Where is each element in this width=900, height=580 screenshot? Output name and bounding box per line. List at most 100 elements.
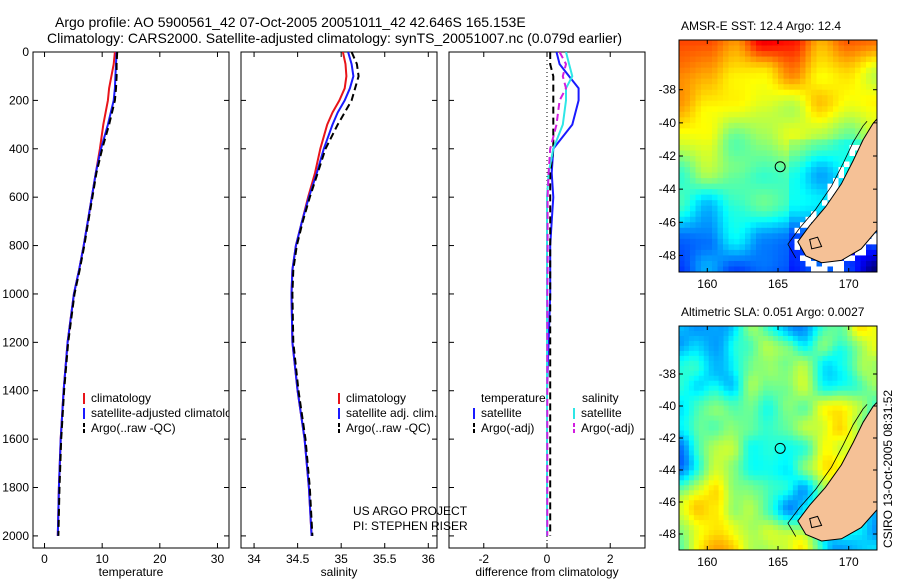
heatmap-cell: [778, 360, 784, 367]
heatmap-cell: [723, 56, 729, 63]
heatmap-cell: [712, 78, 718, 85]
heatmap-cell: [782, 335, 789, 342]
heatmap-cell: [761, 233, 768, 240]
heatmap-cell: [827, 161, 834, 168]
heatmap-cell: [768, 400, 774, 407]
heatmap-cell: [778, 117, 784, 124]
heatmap-cell: [679, 106, 685, 113]
heatmap-cell: [767, 45, 773, 52]
heatmap-cell: [723, 255, 729, 262]
heatmap-cell: [753, 495, 759, 501]
heatmap-cell: [837, 425, 843, 431]
heatmap-cell: [822, 430, 828, 436]
heatmap-cell: [713, 350, 719, 357]
heatmap-cell: [701, 205, 707, 212]
heatmap-cell: [822, 345, 828, 352]
heatmap-cell: [763, 335, 769, 342]
heatmap-cell: [773, 530, 779, 536]
heatmap-cell: [855, 51, 861, 57]
heatmap-cell: [706, 194, 713, 201]
heatmap-cell: [723, 530, 729, 536]
heatmap-cell: [708, 445, 715, 451]
heatmap-cell: [763, 485, 769, 491]
heatmap-cell: [745, 40, 751, 46]
heatmap-cell: [789, 128, 795, 135]
heatmap-cell: [690, 211, 696, 218]
heatmap-cell: [822, 194, 828, 201]
heatmap-cell: [778, 380, 784, 387]
heatmap-cell: [812, 395, 818, 402]
heatmap-cell: [807, 385, 814, 392]
heatmap-cell: [723, 350, 729, 357]
heatmap-cell: [811, 56, 817, 63]
heatmap-cell: [817, 425, 823, 431]
heatmap-cell: [794, 189, 801, 196]
heatmap-cell: [748, 480, 754, 486]
heatmap-cell: [857, 355, 863, 362]
heatmap-cell: [701, 78, 707, 85]
heatmap-cell: [683, 495, 690, 501]
heatmap-cell: [718, 545, 724, 550]
heatmap-cell: [693, 510, 700, 516]
heatmap-cell: [792, 420, 799, 426]
heatmap-cell: [822, 435, 828, 441]
heatmap-cell: [756, 260, 762, 267]
heatmap-cell: [852, 340, 858, 347]
heatmap-cell: [679, 355, 685, 362]
heatmap-cell: [745, 89, 751, 96]
heatmap-cell: [717, 216, 724, 223]
heatmap-cell: [690, 106, 696, 113]
heatmap-cell: [718, 326, 724, 332]
heatmap-cell: [849, 144, 856, 151]
heatmap-cell: [855, 122, 861, 129]
heatmap-cell: [734, 111, 740, 118]
heatmap-cell: [842, 385, 848, 392]
heatmap-cell: [862, 530, 868, 536]
heatmap-cell: [789, 205, 795, 212]
heatmap-cell: [703, 525, 710, 531]
heatmap-cell: [833, 144, 839, 151]
heatmap-cell: [743, 540, 749, 546]
heatmap-cell: [837, 410, 843, 416]
heatmap-cell: [734, 128, 740, 135]
heatmap-cell: [743, 490, 749, 496]
heatmap-cell: [712, 266, 718, 272]
heatmap-cell: [739, 139, 746, 146]
heatmap-cell: [847, 435, 853, 441]
heatmap-cell: [787, 485, 794, 491]
heatmap-cell: [866, 51, 872, 57]
heatmap-cell: [717, 139, 724, 146]
heatmap-cell: [723, 122, 729, 129]
heatmap-cell: [822, 455, 828, 461]
heatmap-cell: [763, 490, 769, 496]
heatmap-cell: [750, 45, 757, 52]
heatmap-cell: [698, 545, 705, 550]
heatmap-cell: [805, 45, 812, 52]
heatmap-cell: [690, 84, 696, 91]
heatmap-cell: [693, 545, 700, 550]
heatmap-cell: [838, 95, 845, 102]
heatmap-cell: [857, 360, 863, 367]
heatmap-cell: [838, 266, 845, 272]
heatmap-cell: [750, 150, 757, 157]
heatmap-cell: [728, 133, 735, 140]
heatmap-cell: [797, 355, 804, 362]
heatmap-cell: [688, 440, 695, 446]
heatmap-cell: [758, 350, 764, 357]
heatmap-cell: [773, 510, 779, 516]
heatmap-cell: [871, 244, 877, 251]
heatmap-cell: [684, 194, 691, 201]
heatmap-cell: [698, 395, 705, 402]
heatmap-cell: [867, 330, 873, 337]
heatmap-cell: [745, 227, 751, 234]
heatmap-cell: [844, 106, 850, 113]
heatmap-cell: [792, 485, 799, 491]
heatmap-cell: [713, 390, 719, 397]
heatmap-cell: [862, 380, 868, 387]
heatmap-cell: [849, 266, 856, 272]
heatmap-cell: [852, 350, 858, 357]
heatmap-cell: [684, 95, 691, 102]
heatmap-cell: [794, 51, 801, 57]
heatmap-cell: [773, 345, 779, 352]
heatmap-cell: [723, 500, 729, 506]
